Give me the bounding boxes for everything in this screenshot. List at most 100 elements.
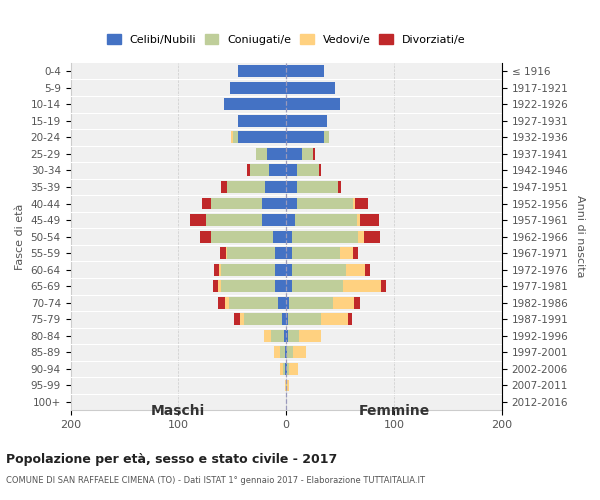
Bar (262, 214, 286, 226)
Bar (247, 164, 250, 176)
Bar (274, 346, 280, 358)
Bar (229, 297, 278, 308)
Bar (235, 314, 240, 326)
Text: Popolazione per età, sesso e stato civile - 2017: Popolazione per età, sesso e stato civil… (6, 452, 337, 466)
Bar (225, 297, 229, 308)
Bar (332, 297, 354, 308)
Bar (233, 132, 238, 143)
Bar (218, 280, 221, 292)
Bar (275, 264, 286, 276)
Bar (285, 363, 286, 375)
Bar (353, 198, 355, 209)
Bar (292, 280, 343, 292)
Bar (347, 314, 352, 326)
Bar (364, 230, 380, 242)
Bar (358, 230, 364, 242)
Bar (273, 230, 286, 242)
Y-axis label: Anni di nascita: Anni di nascita (575, 196, 585, 278)
Bar (286, 66, 324, 77)
Bar (286, 280, 292, 292)
Bar (286, 98, 340, 110)
Bar (321, 314, 347, 326)
Bar (286, 346, 287, 358)
Bar (359, 214, 379, 226)
Text: COMUNE DI SAN RAFFAELE CIMENA (TO) - Dati ISTAT 1° gennaio 2017 - Elaborazione T: COMUNE DI SAN RAFFAELE CIMENA (TO) - Dat… (6, 476, 425, 485)
Bar (213, 280, 218, 292)
Bar (226, 247, 227, 259)
Y-axis label: Fasce di età: Fasce di età (15, 204, 25, 270)
Bar (190, 214, 206, 226)
Bar (262, 198, 286, 209)
Bar (278, 297, 286, 308)
Bar (302, 148, 313, 160)
Bar (287, 346, 293, 358)
Bar (220, 264, 221, 276)
Bar (286, 363, 287, 375)
Bar (365, 264, 370, 276)
Bar (292, 230, 358, 242)
Bar (286, 330, 289, 342)
Bar (269, 164, 286, 176)
Legend: Celibi/Nubili, Coniugati/e, Vedovi/e, Divorziati/e: Celibi/Nubili, Coniugati/e, Vedovi/e, Di… (107, 34, 465, 44)
Bar (227, 181, 265, 193)
Bar (265, 181, 286, 193)
Bar (220, 247, 226, 259)
Bar (211, 230, 273, 242)
Bar (214, 264, 220, 276)
Bar (286, 247, 292, 259)
Bar (221, 181, 227, 193)
Bar (289, 330, 299, 342)
Bar (286, 115, 327, 127)
Bar (238, 66, 286, 77)
Bar (287, 380, 289, 392)
Bar (250, 164, 269, 176)
Bar (275, 280, 286, 292)
Text: Maschi: Maschi (151, 404, 205, 418)
Bar (263, 330, 271, 342)
Bar (286, 164, 297, 176)
Bar (267, 148, 286, 160)
Bar (244, 314, 282, 326)
Bar (286, 148, 302, 160)
Bar (221, 264, 275, 276)
Bar (286, 380, 287, 392)
Bar (313, 148, 316, 160)
Bar (343, 280, 381, 292)
Bar (240, 314, 244, 326)
Bar (286, 230, 292, 242)
Bar (292, 247, 340, 259)
Bar (358, 214, 359, 226)
Bar (284, 330, 286, 342)
Bar (202, 198, 211, 209)
Bar (299, 330, 321, 342)
Bar (289, 363, 298, 375)
Bar (297, 198, 353, 209)
Text: Femmine: Femmine (358, 404, 430, 418)
Bar (286, 82, 335, 94)
Bar (289, 314, 321, 326)
Bar (353, 247, 358, 259)
Bar (297, 181, 338, 193)
Bar (200, 230, 211, 242)
Bar (285, 346, 286, 358)
Bar (280, 346, 285, 358)
Bar (286, 181, 297, 193)
Bar (206, 214, 262, 226)
Bar (221, 280, 275, 292)
Bar (346, 264, 365, 276)
Bar (338, 181, 341, 193)
Bar (286, 314, 289, 326)
Bar (297, 164, 319, 176)
Bar (275, 247, 286, 259)
Bar (319, 164, 321, 176)
Bar (324, 132, 329, 143)
Bar (295, 214, 358, 226)
Bar (285, 380, 286, 392)
Bar (283, 363, 285, 375)
Bar (286, 132, 324, 143)
Bar (231, 132, 233, 143)
Bar (286, 198, 297, 209)
Bar (286, 264, 292, 276)
Bar (286, 297, 289, 308)
Bar (381, 280, 386, 292)
